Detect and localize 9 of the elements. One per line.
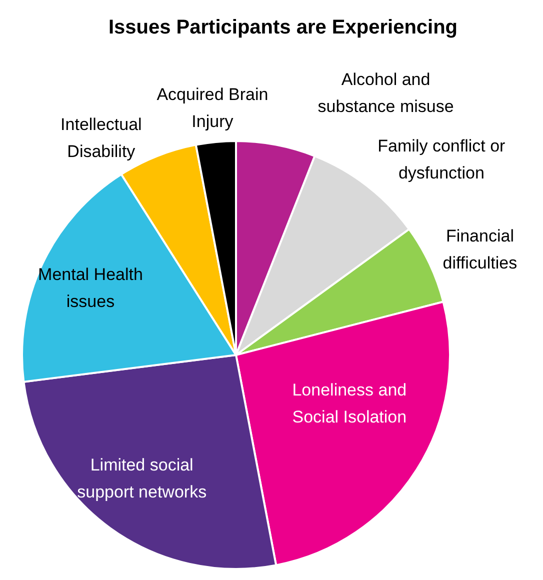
slice-label: Financial difficulties <box>442 226 518 272</box>
slice-label: Family conflict or dysfunction <box>378 136 506 182</box>
slice-label: Limited social support networks <box>77 455 207 502</box>
slice-label: Loneliness and Social Isolation <box>292 380 407 426</box>
slice-label: Mental Health issues <box>38 264 143 311</box>
slice-label: Alcohol and substance misuse <box>318 70 454 116</box>
chart-title: Issues Participants are Experiencing <box>108 16 458 39</box>
slice-label: Acquired Brain Injury <box>156 85 268 132</box>
slice-label: Intellectual Disability <box>60 115 142 162</box>
